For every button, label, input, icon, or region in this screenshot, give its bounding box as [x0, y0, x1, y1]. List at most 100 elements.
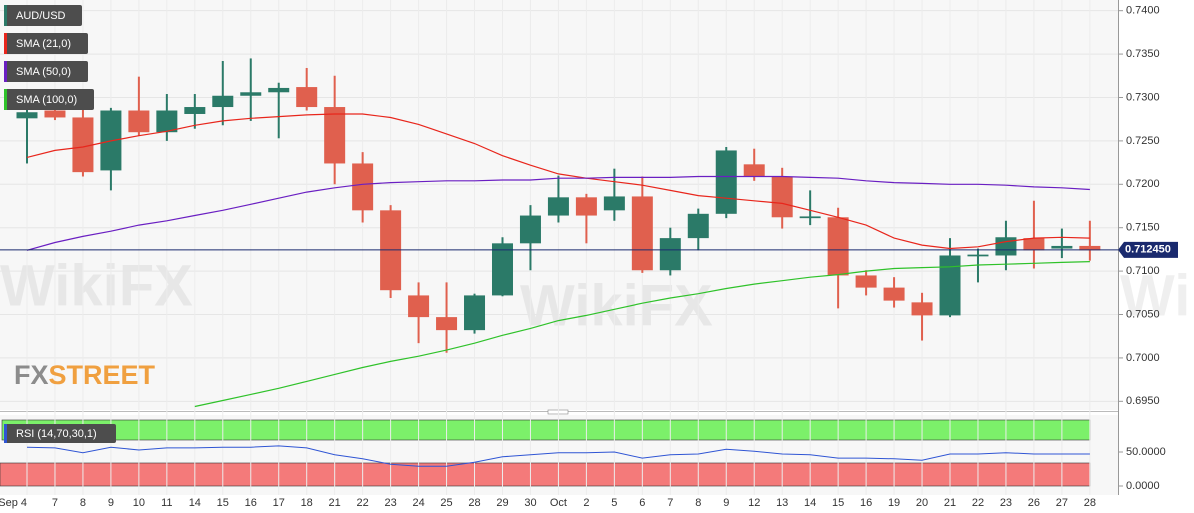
- logo-right: STREET: [49, 360, 156, 390]
- candle-body: [72, 117, 94, 173]
- rsi-oversold-band: [0, 462, 1091, 487]
- x-tick-label: 24: [412, 497, 424, 509]
- x-tick-label: 23: [384, 497, 396, 509]
- rsi-legend-box: [4, 424, 116, 443]
- x-tick-label: 6: [639, 497, 645, 509]
- candle-body: [603, 196, 625, 211]
- logo-left: FX: [14, 360, 49, 390]
- candle-body: [1051, 245, 1073, 249]
- sma-line: [26, 113, 1090, 250]
- legend-box: [4, 61, 88, 82]
- x-tick-label: 22: [357, 497, 369, 509]
- last-price-label: 0.712450: [1125, 244, 1171, 256]
- sma-line: [26, 175, 1090, 251]
- y-tick-label: 0.7300: [1126, 91, 1160, 103]
- candle-body: [184, 107, 206, 114]
- x-tick-label: 5: [611, 497, 617, 509]
- candle-body: [296, 87, 318, 108]
- x-tick-label: 28: [468, 497, 480, 509]
- y-tick-label: 0.7050: [1126, 308, 1160, 320]
- candle-body: [44, 110, 66, 118]
- legend-label: SMA (100,0): [16, 94, 77, 106]
- x-tick-label: 2: [583, 497, 589, 509]
- watermark: WikiFX: [0, 253, 193, 318]
- y-tick-label: 0.7400: [1126, 5, 1160, 17]
- candle-body: [268, 87, 290, 93]
- candle-body: [631, 196, 653, 271]
- last-price-box: [1118, 241, 1178, 258]
- rsi-tick-label: 0.0000: [1126, 480, 1160, 492]
- candle-body: [715, 150, 737, 214]
- candle-body: [827, 217, 849, 276]
- rsi-legend-swatch: [4, 424, 7, 443]
- logo: FXSTREET: [14, 360, 156, 390]
- y-tick-label: 0.7250: [1126, 135, 1160, 147]
- rsi-line: [26, 445, 1090, 467]
- x-tick-label: 26: [1028, 497, 1040, 509]
- x-tick-label: 30: [524, 497, 536, 509]
- x-tick-label: 15: [832, 497, 844, 509]
- candle-body: [911, 302, 933, 316]
- y-tick-label: 0.7000: [1126, 352, 1160, 364]
- legend-swatch: [4, 89, 7, 110]
- candle-body: [128, 110, 150, 133]
- candle-body: [464, 295, 486, 331]
- x-tick-label: 23: [1000, 497, 1012, 509]
- x-tick-label: 21: [944, 497, 956, 509]
- x-tick-label: 28: [1084, 497, 1096, 509]
- legend-label: AUD/USD: [16, 10, 66, 22]
- candle-body: [1079, 245, 1101, 251]
- x-tick-label: 12: [748, 497, 760, 509]
- rsi-tick-label: 50.0000: [1126, 446, 1166, 458]
- x-tick-label: 15: [217, 497, 229, 509]
- x-tick-label: 19: [888, 497, 900, 509]
- candle-body: [16, 112, 38, 119]
- layers: 0.7400 0.7350 0.7300 0.7250 0.7200 0.7150 0.71…: [0, 0, 1178, 509]
- legend-label: SMA (50,0): [16, 66, 71, 78]
- x-tick-label: 7: [667, 497, 673, 509]
- y-tick-label: 0.7150: [1126, 222, 1160, 234]
- candle-body: [743, 164, 765, 177]
- legend-swatch: [4, 61, 7, 82]
- candle-body: [659, 238, 681, 271]
- x-tick-label: Oct: [550, 497, 567, 509]
- x-tick-label: 11: [161, 497, 172, 509]
- candle-body: [352, 163, 374, 211]
- candle-body: [995, 237, 1017, 256]
- candle-body: [687, 213, 709, 239]
- x-tick-label: 9: [108, 497, 114, 509]
- x-tick-label: 16: [245, 497, 257, 509]
- candle-body: [575, 197, 597, 216]
- candle-body: [156, 110, 178, 133]
- x-tick-label: 21: [329, 497, 341, 509]
- x-tick-label: 9: [723, 497, 729, 509]
- legend-box: [4, 5, 82, 26]
- watermark: WikiFX: [1120, 263, 1194, 328]
- x-tick-label: 25: [440, 497, 452, 509]
- candle-body: [855, 275, 877, 288]
- candle-body: [883, 287, 905, 301]
- watermark: WikiFX: [520, 273, 713, 338]
- rsi-legend-label: RSI (14,70,30,1): [16, 428, 97, 440]
- legend-box: [4, 33, 88, 54]
- candle-body: [939, 255, 961, 316]
- x-tick-label: 10: [133, 497, 145, 509]
- y-tick-label: 0.7100: [1126, 265, 1160, 277]
- x-tick-label: 8: [80, 497, 86, 509]
- candle-body: [519, 215, 541, 244]
- candle-body: [547, 197, 569, 216]
- legend-swatch: [4, 5, 7, 26]
- rsi-overbought-band: [1, 419, 1091, 441]
- candle-body: [771, 176, 793, 218]
- y-tick-label: 0.7200: [1126, 178, 1160, 190]
- legend-swatch: [4, 33, 7, 54]
- x-tick-label: 16: [860, 497, 872, 509]
- x-tick-label: 13: [776, 497, 788, 509]
- x-tick-label: 8: [695, 497, 701, 509]
- sma-line: [194, 261, 1090, 408]
- candle-body: [967, 254, 989, 257]
- x-tick-label: Sep 4: [0, 497, 27, 509]
- legend-box: [4, 89, 94, 110]
- x-tick-label: 27: [1056, 497, 1068, 509]
